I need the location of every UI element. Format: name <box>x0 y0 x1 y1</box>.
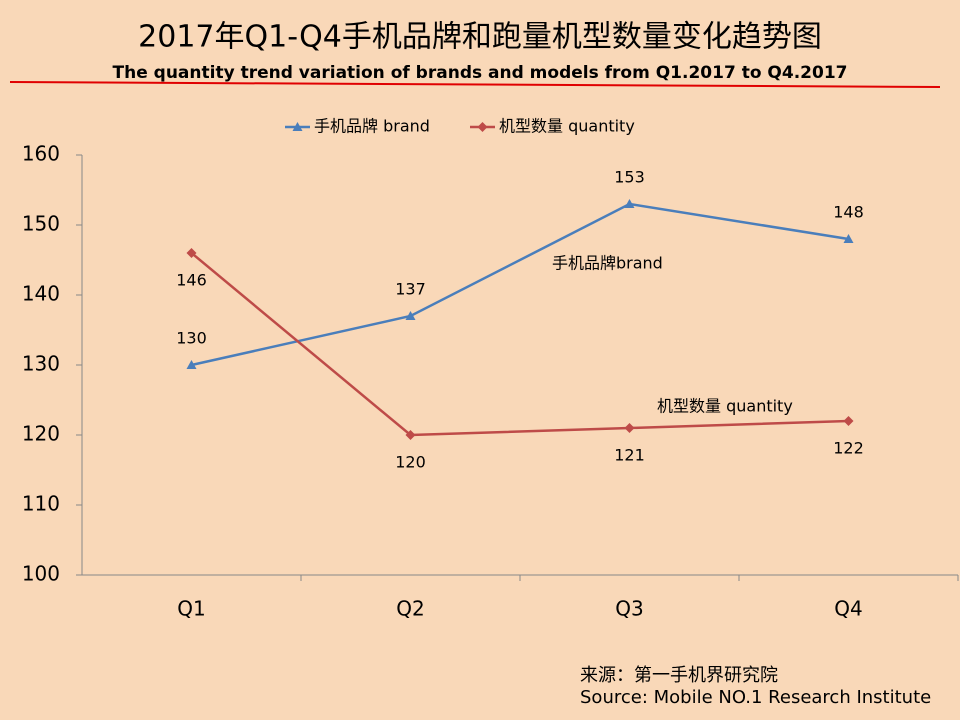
source-cn: 来源：第一手机界研究院 <box>580 665 778 686</box>
marker <box>624 423 635 433</box>
y-tick-label: 150 <box>22 212 60 236</box>
marker <box>186 248 197 258</box>
marker <box>843 416 854 426</box>
data-label: 130 <box>176 329 207 348</box>
y-tick-label: 130 <box>22 352 60 376</box>
marker <box>405 311 416 320</box>
annotation: 机型数量 quantity <box>657 397 793 416</box>
data-label: 148 <box>833 203 864 222</box>
marker <box>477 122 488 132</box>
data-label: 137 <box>395 280 426 299</box>
legend-label: 手机品牌 brand <box>314 117 430 136</box>
data-label: 121 <box>614 446 645 465</box>
marker <box>292 122 303 131</box>
x-tick-label: Q1 <box>177 597 205 621</box>
marker <box>405 430 416 440</box>
x-tick-label: Q2 <box>396 597 424 621</box>
chart-title: 2017年Q1-Q4手机品牌和跑量机型数量变化趋势图 <box>138 20 822 55</box>
data-label: 146 <box>176 271 207 290</box>
source-en: Source: Mobile NO.1 Research Institute <box>580 687 931 708</box>
y-tick-label: 100 <box>22 562 60 586</box>
y-tick-label: 120 <box>22 422 60 446</box>
data-label: 120 <box>395 453 426 472</box>
marker <box>624 199 635 208</box>
title-underline <box>9 81 941 88</box>
marker <box>843 234 854 243</box>
data-label: 122 <box>833 439 864 458</box>
legend-label: 机型数量 quantity <box>499 117 635 136</box>
marker <box>186 360 197 369</box>
series-line <box>191 202 849 367</box>
annotation: 手机品牌brand <box>552 254 663 273</box>
y-tick-label: 140 <box>22 282 60 306</box>
y-tick-label: 160 <box>22 142 60 166</box>
series-line <box>190 252 849 437</box>
chart-subtitle: The quantity trend variation of brands a… <box>113 63 848 83</box>
x-tick-label: Q4 <box>834 597 862 621</box>
x-tick-label: Q3 <box>615 597 643 621</box>
y-tick-label: 110 <box>22 492 60 516</box>
data-label: 153 <box>614 168 645 187</box>
